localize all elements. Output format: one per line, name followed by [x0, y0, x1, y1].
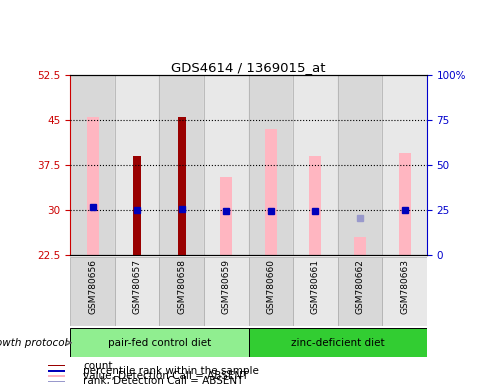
Bar [115, 257, 159, 326]
Bar [381, 75, 426, 255]
Text: value, Detection Call = ABSENT: value, Detection Call = ABSENT [83, 371, 248, 381]
Text: GSM780657: GSM780657 [133, 259, 141, 314]
Bar [177, 117, 185, 255]
Bar [47, 381, 65, 382]
Bar [248, 75, 292, 255]
Bar [70, 257, 115, 326]
Bar [47, 365, 65, 366]
Bar [87, 117, 98, 255]
Bar [220, 177, 232, 255]
Bar [381, 257, 426, 326]
Bar [159, 75, 204, 255]
Text: GSM780663: GSM780663 [399, 259, 408, 314]
Bar [47, 370, 65, 372]
Bar [292, 257, 337, 326]
Text: rank, Detection Call = ABSENT: rank, Detection Call = ABSENT [83, 376, 243, 384]
Text: GSM780658: GSM780658 [177, 259, 186, 314]
Text: GSM780662: GSM780662 [355, 259, 363, 314]
Text: GSM780659: GSM780659 [221, 259, 230, 314]
Bar [133, 156, 141, 255]
Text: pair-fed control diet: pair-fed control diet [107, 338, 211, 348]
Text: count: count [83, 361, 113, 371]
Bar [309, 156, 321, 255]
Text: zinc-deficient diet: zinc-deficient diet [290, 338, 384, 348]
Bar [248, 328, 426, 357]
Text: GSM780660: GSM780660 [266, 259, 275, 314]
Text: GSM780661: GSM780661 [310, 259, 319, 314]
Bar [292, 75, 337, 255]
Bar [337, 257, 381, 326]
Text: percentile rank within the sample: percentile rank within the sample [83, 366, 259, 376]
Bar [115, 75, 159, 255]
Text: growth protocol: growth protocol [0, 338, 68, 348]
Bar [70, 328, 248, 357]
Bar [248, 257, 292, 326]
Title: GDS4614 / 1369015_at: GDS4614 / 1369015_at [171, 61, 325, 74]
Bar [398, 153, 409, 255]
Bar [264, 129, 276, 255]
Bar [159, 257, 204, 326]
Text: GSM780656: GSM780656 [88, 259, 97, 314]
Bar [70, 75, 115, 255]
Bar [204, 75, 248, 255]
Bar [47, 376, 65, 377]
Bar [337, 75, 381, 255]
Bar [353, 237, 365, 255]
Bar [204, 257, 248, 326]
